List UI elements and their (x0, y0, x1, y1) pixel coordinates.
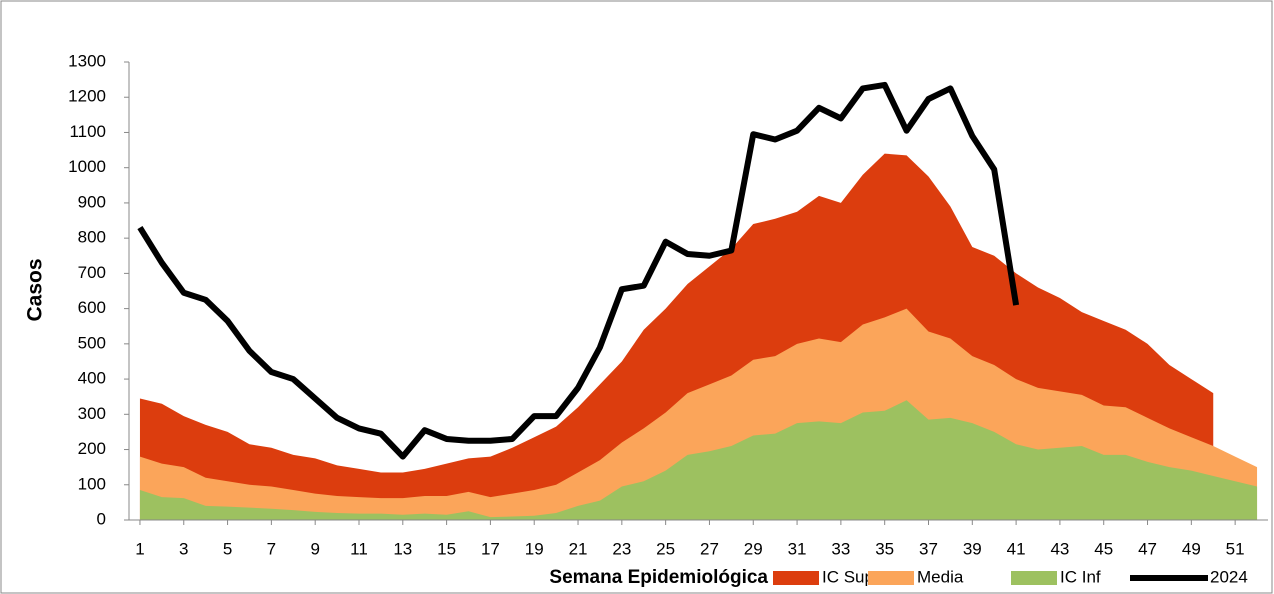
x-tick-label: 25 (656, 539, 675, 558)
y-tick-label: 400 (78, 369, 106, 388)
x-tick-label: 47 (1138, 539, 1157, 558)
line (137, 81, 1020, 460)
legend-label: Media (917, 567, 964, 586)
x-tick-label: 19 (525, 539, 544, 558)
legend-label: 2024 (1210, 567, 1248, 586)
x-tick-label: 23 (612, 539, 631, 558)
x-tick-label: 41 (1007, 539, 1026, 558)
x-tick-label: 45 (1094, 539, 1113, 558)
x-tick-label: 27 (700, 539, 719, 558)
x-tick-label: 5 (223, 539, 232, 558)
legend-swatch (1011, 571, 1057, 585)
x-tick-label: 9 (310, 539, 319, 558)
x-tick-label: 1 (135, 539, 144, 558)
x-tick-label: 49 (1182, 539, 1201, 558)
x-tick-label: 17 (481, 539, 500, 558)
y-tick-label: 300 (78, 404, 106, 423)
x-tick-label: 35 (875, 539, 894, 558)
y-tick-label: 800 (78, 228, 106, 247)
area (139, 400, 1258, 520)
y-tick-label: 600 (78, 298, 106, 317)
x-tick-label: 3 (179, 539, 188, 558)
y-tick-label: 500 (78, 333, 106, 352)
x-tick-label: 11 (350, 539, 368, 558)
x-tick-label: 39 (963, 539, 982, 558)
x-tick-label: 31 (788, 539, 807, 558)
x-tick-label: 21 (569, 539, 588, 558)
y-axis-label: Casos (24, 258, 47, 321)
y-tick-label: 200 (78, 439, 106, 458)
x-tick-label: 29 (744, 539, 763, 558)
legend-label: IC Sup (822, 567, 874, 586)
x-tick-label: 15 (437, 539, 456, 558)
x-axis-label: Semana Epidemiológica (549, 567, 768, 588)
y-tick-label: 1000 (68, 157, 106, 176)
y-tick-label: 100 (78, 474, 106, 493)
y-tick-label: 1300 (68, 51, 106, 70)
x-tick-label: 13 (393, 539, 412, 558)
legend-label: IC Inf (1060, 567, 1101, 586)
y-tick-label: 1200 (68, 87, 106, 106)
y-tick-label: 0 (97, 509, 106, 528)
y-tick-label: 1100 (69, 122, 106, 141)
x-tick-label: 51 (1226, 539, 1245, 558)
legend-swatch (868, 571, 914, 585)
y-tick-label: 900 (78, 192, 106, 211)
legend-swatch (773, 571, 819, 585)
x-tick-label: 43 (1050, 539, 1069, 558)
x-tick-label: 33 (831, 539, 850, 558)
x-tick-label: 37 (919, 539, 938, 558)
x-tick-label: 7 (267, 539, 276, 558)
y-tick-label: 700 (78, 263, 106, 282)
